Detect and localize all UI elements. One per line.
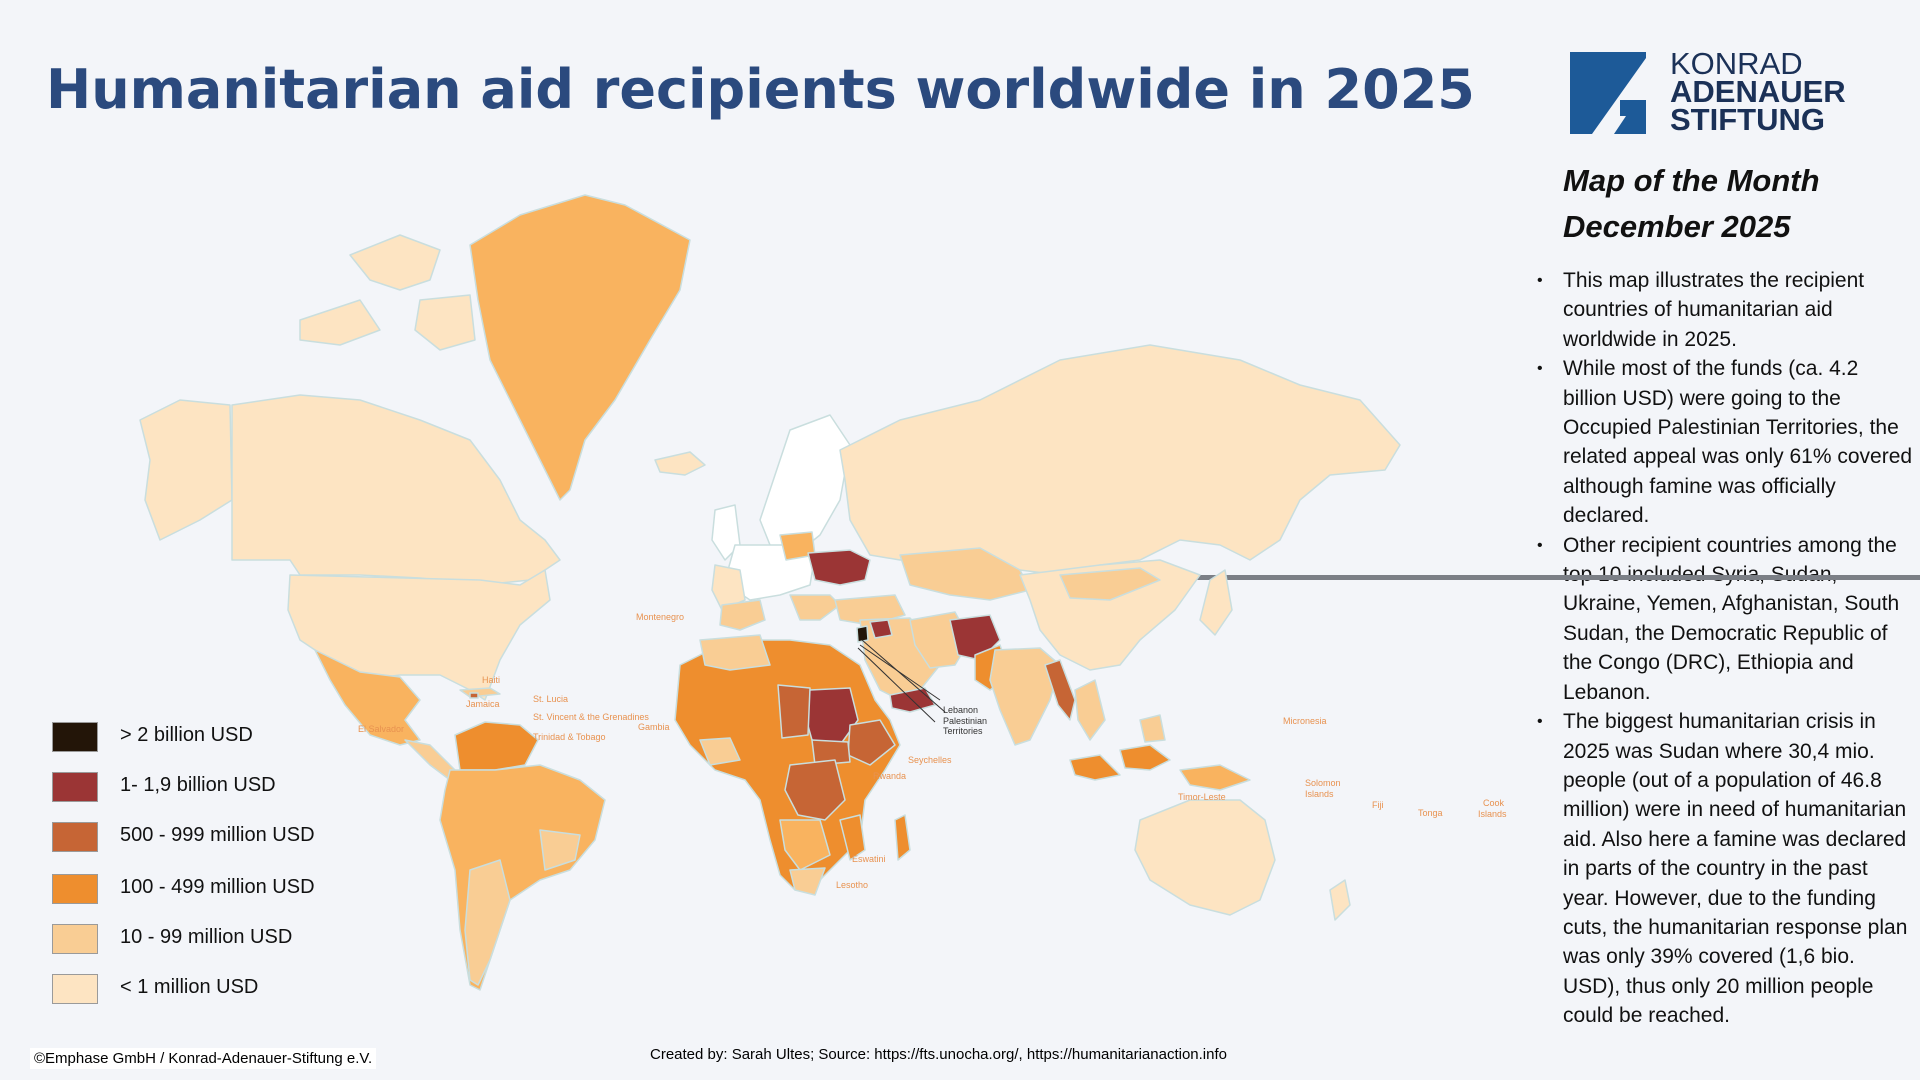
legend-swatch [52, 924, 98, 954]
label-solomon-islands: Islands [1305, 789, 1334, 799]
legend-label: 100 - 499 million USD [120, 876, 315, 898]
label-solomon: Solomon [1305, 778, 1341, 788]
alaska-region [139, 399, 233, 541]
mexico-region [314, 649, 421, 746]
legend-label: 1- 1,9 billion USD [120, 774, 276, 796]
palestine-region [856, 625, 869, 643]
kas-logo: KONRAD ADENAUER STIFTUNG [1570, 46, 1870, 140]
world-map: Lebanon Palestinian Territories Haiti Ja… [139, 194, 1507, 991]
label-montenegro: Montenegro [636, 612, 684, 622]
bullet-item: While most of the funds (ca. 4.2 billion… [1537, 354, 1917, 530]
label-lebanon: Lebanon [943, 705, 978, 715]
legend-label: 500 - 999 million USD [120, 824, 315, 846]
label-trinidad: Trinidad & Tobago [533, 732, 606, 742]
label-el-salvador: El Salvador [358, 724, 404, 734]
kas-logo-mark-icon [1570, 52, 1646, 134]
legend-swatch [52, 974, 98, 1004]
greenland-region [469, 194, 691, 501]
chad-region [777, 684, 811, 739]
map-of-month-heading: Map of the Month December 2025 [1563, 158, 1820, 250]
label-tonga: Tonga [1418, 808, 1443, 818]
label-st-lucia: St. Lucia [533, 694, 568, 704]
label-palestinian: Palestinian [943, 716, 987, 726]
heading-line2: December 2025 [1563, 209, 1791, 244]
legend-label: 10 - 99 million USD [120, 926, 293, 948]
label-st-vincent: St. Vincent & the Grenadines [533, 712, 649, 722]
legend-swatch [52, 722, 98, 752]
drc-region [784, 759, 846, 821]
arctic-islands-region [349, 234, 441, 291]
label-territories: Territories [943, 726, 983, 736]
label-rwanda: Rwanda [873, 771, 906, 781]
myanmar-region [1044, 659, 1076, 721]
australia-region [1134, 799, 1276, 916]
logo-text-line1: KONRAD [1670, 46, 1803, 81]
copyright-credit: ©Emphase GmbH / Konrad-Adenauer-Stiftung… [30, 1048, 377, 1069]
page-title: Humanitarian aid recipients worldwide in… [46, 58, 1475, 121]
label-lesotho: Lesotho [836, 880, 868, 890]
label-haiti: Haiti [482, 675, 500, 685]
south-america-region [439, 764, 606, 991]
label-eswatini: Eswatini [852, 854, 886, 864]
venezuela-region [454, 721, 539, 771]
south-sudan-region [811, 739, 851, 766]
legend-swatch [52, 772, 98, 802]
label-micronesia: Micronesia [1283, 716, 1327, 726]
source-credit: Created by: Sarah Ultes; Source: https:/… [650, 1046, 1227, 1063]
label-seychelles: Seychelles [908, 755, 952, 765]
legend-swatch [52, 874, 98, 904]
syria-region [869, 619, 893, 639]
legend-label: > 2 billion USD [120, 724, 253, 746]
connector-line [1180, 575, 1920, 580]
india-region [989, 647, 1061, 746]
ukraine-region [807, 549, 871, 586]
label-cook-islands: Islands [1478, 809, 1507, 819]
russia-region [839, 344, 1401, 576]
canada-region [231, 394, 561, 586]
label-jamaica: Jamaica [466, 699, 500, 709]
usa-region [287, 569, 551, 701]
label-cook: Cook [1483, 798, 1505, 808]
bullet-item: This map illustrates the recipient count… [1537, 266, 1917, 354]
label-gambia: Gambia [638, 722, 670, 732]
bullet-item: The biggest humanitarian crisis in 2025 … [1537, 707, 1917, 1030]
logo-text-line2: ADENAUER [1670, 74, 1846, 109]
legend-label: < 1 million USD [120, 976, 259, 998]
heading-line1: Map of the Month [1563, 163, 1820, 198]
legend-swatch [52, 822, 98, 852]
bullet-item: Other recipient countries among the top … [1537, 531, 1917, 707]
logo-text-line3: STIFTUNG [1670, 102, 1825, 137]
description-bullets: This map illustrates the recipient count… [1537, 266, 1917, 1031]
label-timor-leste: Timor-Leste [1178, 792, 1226, 802]
label-fiji: Fiji [1372, 800, 1384, 810]
